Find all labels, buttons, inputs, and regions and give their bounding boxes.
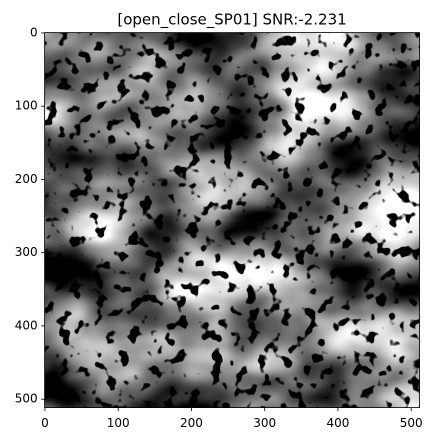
x-tick-label: 0 bbox=[41, 416, 49, 430]
image bbox=[44, 32, 420, 408]
x-tick-label: 500 bbox=[400, 416, 423, 430]
y-tick-label: 300 bbox=[15, 245, 38, 259]
y-tick-label: 200 bbox=[15, 172, 38, 186]
y-tick-label: 100 bbox=[15, 99, 38, 113]
x-tick-label: 100 bbox=[107, 416, 130, 430]
axes-frame bbox=[44, 32, 420, 408]
y-tick-label: 500 bbox=[15, 392, 38, 406]
x-tick-label: 400 bbox=[326, 416, 349, 430]
y-tick-label: 400 bbox=[15, 318, 38, 332]
chart-title: [open_close_SP01] SNR:-2.231 bbox=[117, 11, 346, 30]
x-tick-label: 200 bbox=[180, 416, 203, 430]
y-tick-label: 0 bbox=[30, 25, 38, 39]
x-tick-label: 300 bbox=[253, 416, 276, 430]
